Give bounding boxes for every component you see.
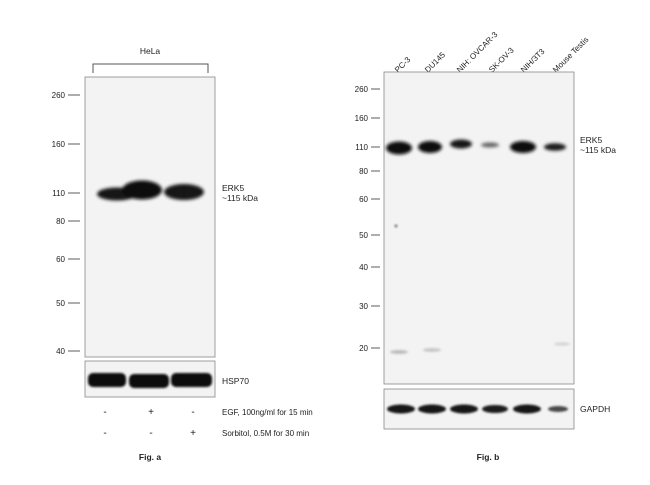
lane-label: SK-OV-3 (487, 45, 516, 74)
treatment-sign: - (191, 407, 194, 418)
fig-b-caption: Fig. b (477, 452, 500, 462)
fig-b-gapdh-bands (387, 404, 568, 414)
mw-marker: 60 (56, 255, 65, 264)
treatment-sign: - (103, 428, 106, 439)
fig-b-erk5-bands (386, 139, 566, 155)
band-lane-6 (548, 406, 568, 412)
band-lane-2 (418, 141, 442, 153)
band-lane-3 (171, 373, 212, 387)
fig-a-panel: HeLa 260 160 110 80 60 50 40 ERK5 ~11 (52, 46, 313, 462)
fig-a-erk5-bands (97, 180, 204, 201)
fig-a-loading-label: HSP70 (222, 376, 249, 386)
lane-label: Mouse Testis (551, 35, 590, 74)
mw-marker: 80 (359, 167, 368, 176)
fig-b-faint-spots (390, 224, 570, 354)
spot (394, 224, 398, 228)
treatment-label: EGF, 100ng/ml for 15 min (222, 408, 313, 417)
fig-b-loading-blot (383, 388, 575, 430)
fig-b-panel: PC-3 DU145 NIH: OVCAR-3 SK-OV-3 NIH/3T3 … (355, 30, 617, 462)
fig-a-main-blot (84, 76, 216, 358)
hela-bracket (92, 63, 209, 73)
fig-b-band-size: ~115 kDa (580, 145, 616, 155)
mw-marker: 30 (359, 302, 368, 311)
band-lane-3 (450, 139, 472, 149)
mw-marker: 110 (355, 143, 368, 152)
treatment-sign: - (149, 428, 152, 439)
mw-marker: 20 (359, 344, 368, 353)
fig-a-band-size: ~115 kDa (222, 193, 258, 203)
band-lane-6 (544, 143, 566, 151)
mw-marker: 50 (359, 231, 368, 240)
band-lane-2 (122, 180, 162, 200)
band-lane-1 (88, 373, 126, 387)
fig-b-main-blot (383, 71, 575, 385)
lane-label: DU145 (423, 50, 447, 74)
hela-group-label: HeLa (140, 46, 161, 56)
band-lane-1 (386, 141, 412, 155)
fig-b-loading-label: GAPDH (580, 404, 610, 414)
mw-marker: 40 (359, 263, 368, 272)
mw-marker: 260 (52, 91, 66, 100)
band-lane-1 (387, 404, 415, 414)
mw-marker: 50 (56, 299, 65, 308)
treatment-sign: + (190, 428, 196, 439)
fig-a-hsp70-bands (88, 373, 212, 388)
fig-a-band-label: ERK5 (222, 183, 244, 193)
lane-label: PC-3 (393, 55, 413, 75)
band-lane-2 (418, 404, 446, 414)
treatment-sign: - (103, 407, 106, 418)
fig-a-mw-ladder: 260 160 110 80 60 50 40 (52, 91, 80, 356)
band-lane-5 (513, 404, 541, 414)
mw-marker: 40 (56, 347, 65, 356)
spot (423, 348, 441, 352)
mw-marker: 160 (355, 114, 369, 123)
spot (390, 350, 408, 354)
treatment-label: Sorbitol, 0.5M for 30 min (222, 429, 309, 438)
band-lane-3 (450, 404, 478, 414)
mw-marker: 80 (56, 217, 65, 226)
band-lane-5 (510, 141, 536, 153)
band-lane-3 (164, 184, 204, 200)
band-lane-4 (482, 405, 508, 413)
mw-marker: 110 (52, 189, 65, 198)
mw-marker: 160 (52, 140, 66, 149)
spot (554, 342, 570, 346)
fig-a-treatment-table: - + - EGF, 100ng/ml for 15 min - - + Sor… (103, 407, 312, 439)
mw-marker: 260 (355, 85, 369, 94)
treatment-sign: + (148, 407, 154, 418)
fig-b-lane-labels: PC-3 DU145 NIH: OVCAR-3 SK-OV-3 NIH/3T3 … (393, 30, 590, 75)
band-lane-4 (481, 142, 499, 148)
fig-b-band-label: ERK5 (580, 135, 602, 145)
lane-label: NIH/3T3 (519, 47, 547, 75)
mw-marker: 60 (359, 195, 368, 204)
fig-b-mw-ladder: 260 160 110 80 60 50 40 30 20 (355, 85, 380, 353)
band-lane-2 (129, 374, 169, 388)
fig-a-caption: Fig. a (139, 452, 161, 462)
